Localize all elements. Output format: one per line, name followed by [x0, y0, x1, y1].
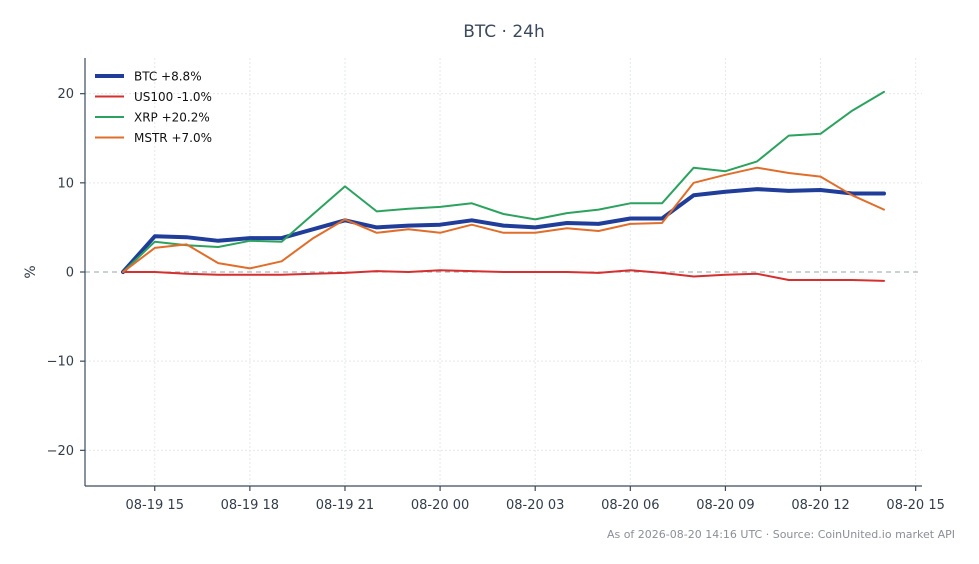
y-axis-ticks: −20 −10 0 10 20: [47, 87, 85, 459]
y-tick-label: −20: [47, 444, 74, 459]
y-tick-label: 20: [57, 87, 74, 102]
x-tick-label: 08-20 06: [601, 498, 659, 513]
legend: BTC +8.8% US100 -1.0% XRP +20.2% MSTR +7.0%: [95, 70, 212, 145]
series-line-0: [121, 187, 886, 274]
x-tick-label: 08-20 15: [886, 498, 944, 513]
x-tick-label: 08-20 00: [411, 498, 469, 513]
y-tick-label: 0: [66, 266, 74, 281]
x-tick-label: 08-19 18: [221, 498, 279, 513]
y-tick-label: 10: [57, 176, 74, 191]
series-line-1: [122, 269, 885, 282]
x-tick-label: 08-20 09: [696, 498, 754, 513]
x-tick-label: 08-19 15: [126, 498, 184, 513]
x-axis-ticks: 08-19 15 08-19 18 08-19 21 08-20 00 08-20 03…: [126, 486, 945, 513]
legend-label-0: BTC +8.8%: [134, 70, 202, 84]
legend-label-1: US100 -1.0%: [134, 90, 212, 104]
chart-title: BTC · 24h: [463, 22, 545, 42]
series-line-2: [122, 90, 885, 273]
x-tick-label: 08-20 12: [791, 498, 849, 513]
series-lines: [121, 90, 886, 282]
legend-label-2: XRP +20.2%: [134, 111, 210, 125]
series-line-3: [122, 166, 885, 273]
x-tick-label: 08-19 21: [316, 498, 374, 513]
footnote: As of 2026-08-20 14:16 UTC · Source: Coi…: [607, 528, 955, 541]
y-axis-label: %: [23, 265, 39, 278]
x-tick-label: 08-20 03: [506, 498, 564, 513]
y-tick-label: −10: [47, 355, 74, 370]
legend-label-3: MSTR +7.0%: [134, 131, 212, 145]
